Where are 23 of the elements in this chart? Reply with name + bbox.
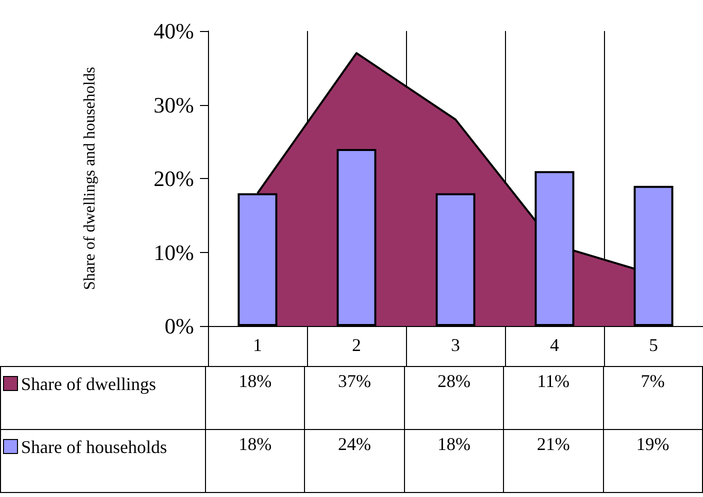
data-label: 24% <box>304 430 404 492</box>
y-tick-label: 40% <box>154 18 194 44</box>
data-label: 11% <box>504 366 604 430</box>
data-label: 28% <box>404 366 504 430</box>
x-tick-label: 5 <box>649 335 658 355</box>
data-label: 7% <box>603 366 702 430</box>
legend-label: Share of dwellings <box>0 366 206 430</box>
data-label: 19% <box>603 430 702 492</box>
data-label: 18% <box>205 366 305 430</box>
x-tick-label: 3 <box>451 335 460 355</box>
x-tick-label: 4 <box>550 335 559 355</box>
data-label: 37% <box>304 366 404 430</box>
data-label: 21% <box>504 430 604 492</box>
y-tick-label: 20% <box>154 166 194 191</box>
y-axis-title: Share of dwellings and households <box>82 66 98 290</box>
legend-label: Share of households <box>0 430 206 492</box>
data-label: 18% <box>404 430 504 492</box>
x-tick-label: 1 <box>253 335 262 355</box>
y-tick-label: 30% <box>154 92 194 118</box>
y-tick-label: 10% <box>154 240 194 265</box>
x-tick-label: 2 <box>352 335 361 355</box>
data-label: 18% <box>205 430 305 492</box>
y-tick-label: 0% <box>164 314 194 338</box>
